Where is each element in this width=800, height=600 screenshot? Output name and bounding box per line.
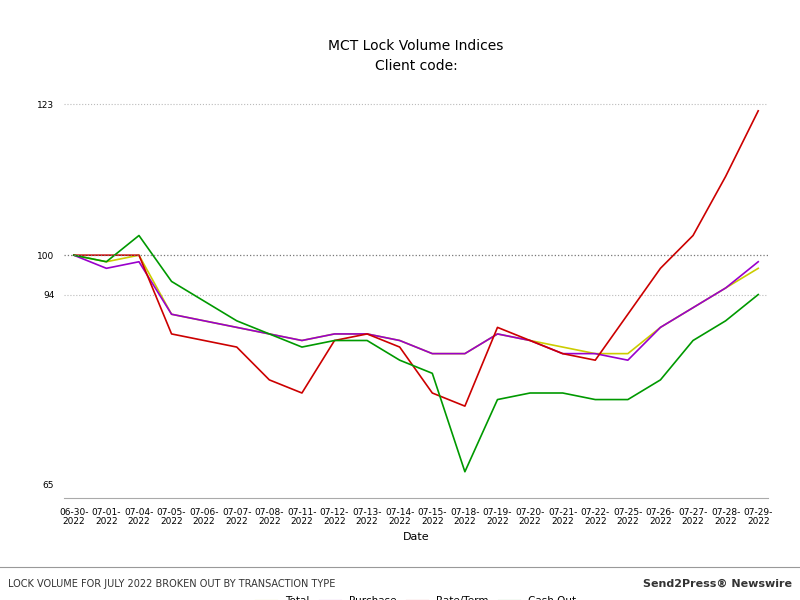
- Total: [688, 304, 698, 311]
- Total: [362, 331, 372, 338]
- Purchase: [69, 251, 78, 259]
- Rate/Term: [69, 251, 78, 259]
- Purchase: [297, 337, 306, 344]
- Rate/Term: [526, 337, 535, 344]
- Cash Out: [362, 337, 372, 344]
- Line: Total: Total: [74, 255, 758, 353]
- Total: [232, 324, 242, 331]
- Purchase: [656, 324, 666, 331]
- X-axis label: Date: Date: [402, 532, 430, 542]
- Text: LOCK VOLUME FOR JULY 2022 BROKEN OUT BY TRANSACTION TYPE: LOCK VOLUME FOR JULY 2022 BROKEN OUT BY …: [8, 579, 335, 589]
- Cash Out: [199, 298, 209, 305]
- Purchase: [623, 356, 633, 364]
- Total: [166, 311, 176, 318]
- Rate/Term: [754, 107, 763, 115]
- Total: [102, 258, 111, 265]
- Cash Out: [558, 389, 567, 397]
- Rate/Term: [656, 265, 666, 272]
- Legend: Total, Purchase, Rate/Term, Cash Out: Total, Purchase, Rate/Term, Cash Out: [252, 592, 580, 600]
- Purchase: [526, 337, 535, 344]
- Total: [721, 284, 730, 292]
- Purchase: [166, 311, 176, 318]
- Cash Out: [69, 251, 78, 259]
- Total: [134, 251, 144, 259]
- Rate/Term: [199, 337, 209, 344]
- Purchase: [493, 331, 502, 338]
- Rate/Term: [460, 403, 470, 410]
- Total: [526, 337, 535, 344]
- Purchase: [199, 317, 209, 325]
- Title: MCT Lock Volume Indices
Client code:: MCT Lock Volume Indices Client code:: [328, 39, 504, 73]
- Rate/Term: [427, 389, 437, 397]
- Rate/Term: [330, 337, 339, 344]
- Total: [395, 337, 405, 344]
- Total: [623, 350, 633, 357]
- Total: [493, 331, 502, 338]
- Cash Out: [427, 370, 437, 377]
- Total: [460, 350, 470, 357]
- Rate/Term: [590, 356, 600, 364]
- Rate/Term: [395, 343, 405, 350]
- Total: [199, 317, 209, 325]
- Purchase: [721, 284, 730, 292]
- Purchase: [590, 350, 600, 357]
- Line: Rate/Term: Rate/Term: [74, 111, 758, 406]
- Rate/Term: [362, 331, 372, 338]
- Rate/Term: [265, 376, 274, 383]
- Cash Out: [166, 278, 176, 285]
- Rate/Term: [688, 232, 698, 239]
- Purchase: [362, 331, 372, 338]
- Cash Out: [721, 317, 730, 325]
- Cash Out: [330, 337, 339, 344]
- Cash Out: [623, 396, 633, 403]
- Purchase: [688, 304, 698, 311]
- Cash Out: [395, 356, 405, 364]
- Total: [297, 337, 306, 344]
- Line: Purchase: Purchase: [74, 255, 758, 360]
- Rate/Term: [232, 343, 242, 350]
- Purchase: [427, 350, 437, 357]
- Cash Out: [493, 396, 502, 403]
- Rate/Term: [721, 173, 730, 180]
- Cash Out: [232, 317, 242, 325]
- Cash Out: [134, 232, 144, 239]
- Purchase: [395, 337, 405, 344]
- Cash Out: [688, 337, 698, 344]
- Total: [427, 350, 437, 357]
- Cash Out: [754, 291, 763, 298]
- Cash Out: [526, 389, 535, 397]
- Total: [754, 265, 763, 272]
- Purchase: [330, 331, 339, 338]
- Purchase: [754, 258, 763, 265]
- Cash Out: [297, 343, 306, 350]
- Purchase: [102, 265, 111, 272]
- Cash Out: [460, 468, 470, 475]
- Cash Out: [590, 396, 600, 403]
- Total: [330, 331, 339, 338]
- Total: [69, 251, 78, 259]
- Purchase: [134, 258, 144, 265]
- Purchase: [460, 350, 470, 357]
- Text: Send2Press® Newswire: Send2Press® Newswire: [643, 579, 792, 589]
- Rate/Term: [623, 311, 633, 318]
- Rate/Term: [166, 331, 176, 338]
- Total: [656, 324, 666, 331]
- Purchase: [265, 331, 274, 338]
- Purchase: [558, 350, 567, 357]
- Rate/Term: [297, 389, 306, 397]
- Total: [265, 331, 274, 338]
- Total: [558, 343, 567, 350]
- Rate/Term: [102, 251, 111, 259]
- Rate/Term: [558, 350, 567, 357]
- Purchase: [232, 324, 242, 331]
- Cash Out: [656, 376, 666, 383]
- Cash Out: [265, 331, 274, 338]
- Cash Out: [102, 258, 111, 265]
- Line: Cash Out: Cash Out: [74, 235, 758, 472]
- Total: [590, 350, 600, 357]
- Rate/Term: [134, 251, 144, 259]
- Rate/Term: [493, 324, 502, 331]
